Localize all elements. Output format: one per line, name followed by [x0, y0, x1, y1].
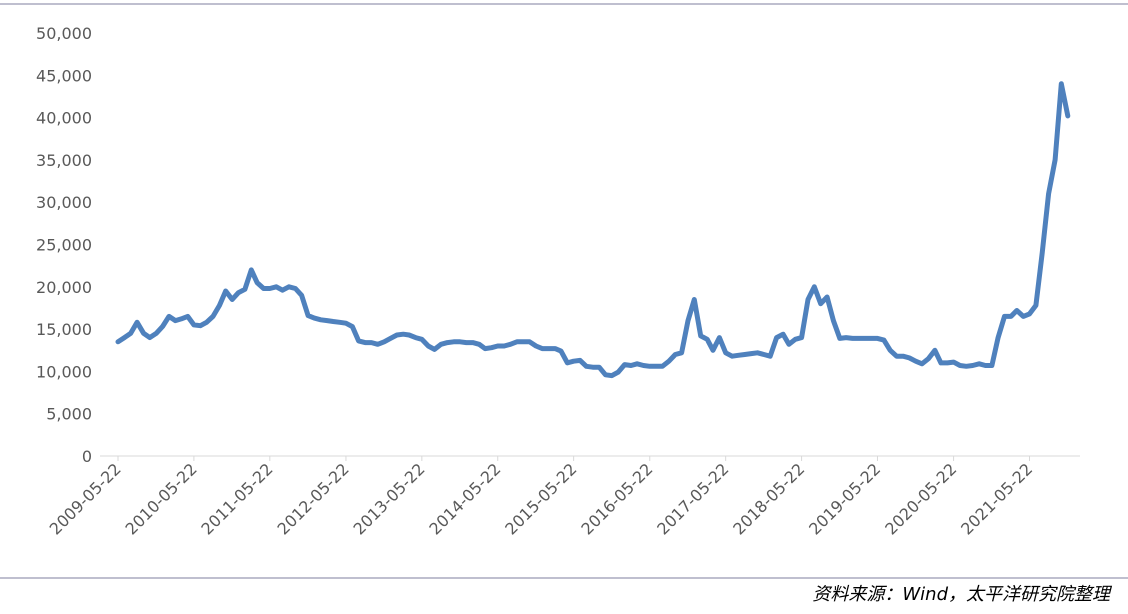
- x-tick-label: 2010-05-22: [122, 459, 201, 538]
- x-tick-label: 2020-05-22: [881, 459, 960, 538]
- y-tick-label: 30,000: [36, 193, 92, 212]
- price-line: [115, 81, 1071, 379]
- x-tick-label: 2018-05-22: [729, 459, 808, 538]
- x-tick-label: 2009-05-22: [46, 459, 125, 538]
- y-tick-label: 40,000: [36, 109, 92, 128]
- y-tick-label: 20,000: [36, 278, 92, 297]
- x-tick-label: 2013-05-22: [349, 459, 428, 538]
- y-tick-label: 25,000: [36, 236, 92, 255]
- x-tick-label: 2016-05-22: [577, 459, 656, 538]
- y-tick-label: 10,000: [36, 362, 92, 381]
- y-tick-label: 0: [82, 447, 92, 466]
- source-note: 资料来源：Wind，太平洋研究院整理: [812, 584, 1113, 605]
- y-tick-label: 50,000: [36, 24, 92, 43]
- x-tick-label: 2019-05-22: [805, 459, 884, 538]
- y-tick-label: 15,000: [36, 320, 92, 339]
- x-tick-label: 2021-05-22: [957, 459, 1036, 538]
- x-tick-label: 2015-05-22: [501, 459, 580, 538]
- x-tick-label: 2012-05-22: [274, 459, 353, 538]
- x-tick-label: 2014-05-22: [425, 459, 504, 538]
- y-tick-label: 35,000: [36, 151, 92, 170]
- x-tick-label: 2011-05-22: [197, 459, 276, 538]
- y-tick-label: 5,000: [46, 405, 92, 424]
- y-tick-label: 45,000: [36, 66, 92, 85]
- x-tick-label: 2017-05-22: [653, 459, 732, 538]
